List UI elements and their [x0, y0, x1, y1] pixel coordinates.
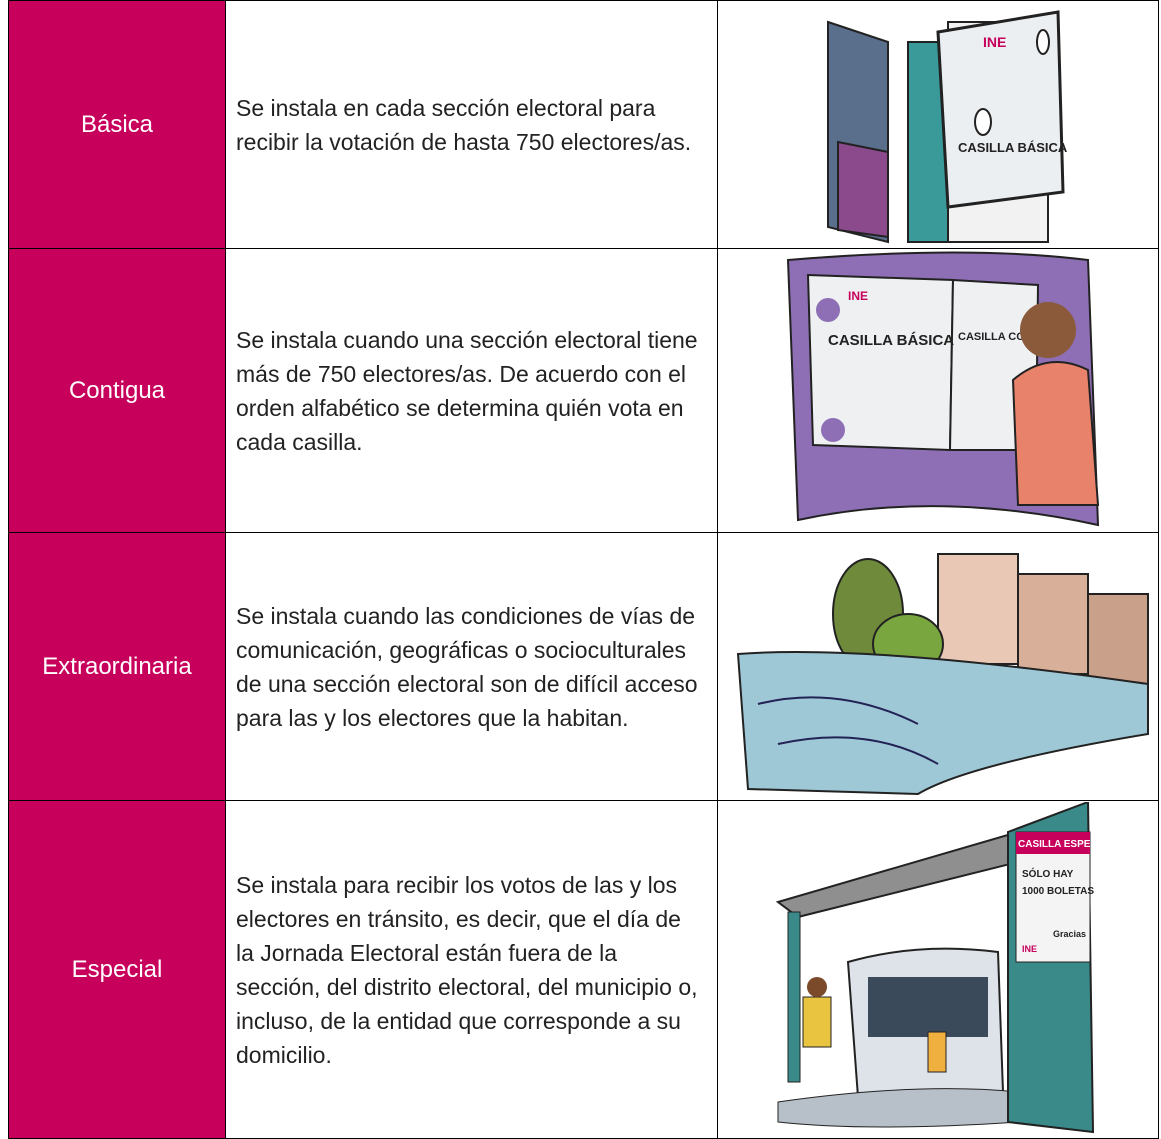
description: Se instala cuando las condiciones de vía… [225, 532, 718, 801]
type-label: Extraordinaria [42, 652, 192, 680]
sign-text: Gracias [1053, 929, 1086, 939]
type-cell: Especial [8, 800, 226, 1139]
sign-text: CASILLA BÁSICA [958, 140, 1068, 155]
illustration: INE CASILLA BÁSICA CASILLA CONTIGUA [786, 251, 1100, 526]
sign-text: 1000 BOLETAS [1022, 886, 1094, 897]
illustration-cell: CASILLA ESPECIAL SÓLO HAY 1000 BOLETAS G… [717, 800, 1159, 1139]
row: Contigua Se instala cuando una sección e… [8, 248, 1159, 533]
illustration-cell [717, 532, 1159, 801]
sign-text: INE [1022, 944, 1037, 954]
type-cell: Extraordinaria [8, 532, 226, 801]
description: Se instala en cada sección electoral par… [225, 0, 718, 249]
type-cell: Básica [8, 0, 226, 249]
illustration: INE CASILLA BÁSICA [827, 9, 1068, 243]
type-label: Contigua [68, 376, 166, 404]
row: Especial Se instala para recibir los vot… [8, 800, 1159, 1139]
type-label: Básica [80, 110, 154, 138]
description: Se instala cuando una sección electoral … [225, 248, 718, 533]
row: Extraordinaria Se instala cuando las con… [8, 532, 1159, 801]
illustration-cell: INE CASILLA BÁSICA [717, 0, 1159, 249]
type-label: Especial [71, 955, 163, 983]
casillas-table: Básica Se instala en cada sección electo… [8, 0, 1159, 1139]
description: Se instala para recibir los votos de las… [225, 800, 718, 1139]
type-cell: Contigua [8, 248, 226, 533]
illustration-cell: INE CASILLA BÁSICA CASILLA CONTIGUA [717, 248, 1159, 533]
illustration [736, 552, 1149, 795]
sign-text: SÓLO HAY [1022, 867, 1074, 880]
illustration: CASILLA ESPECIAL SÓLO HAY 1000 BOLETAS G… [775, 801, 1114, 1133]
sign-text: INE [848, 289, 868, 303]
sign-text: INE [983, 34, 1006, 50]
sign-text: CASILLA BÁSICA [828, 332, 954, 349]
sign-text: CASILLA ESPECIAL [1018, 839, 1114, 850]
row: Básica Se instala en cada sección electo… [8, 0, 1159, 249]
